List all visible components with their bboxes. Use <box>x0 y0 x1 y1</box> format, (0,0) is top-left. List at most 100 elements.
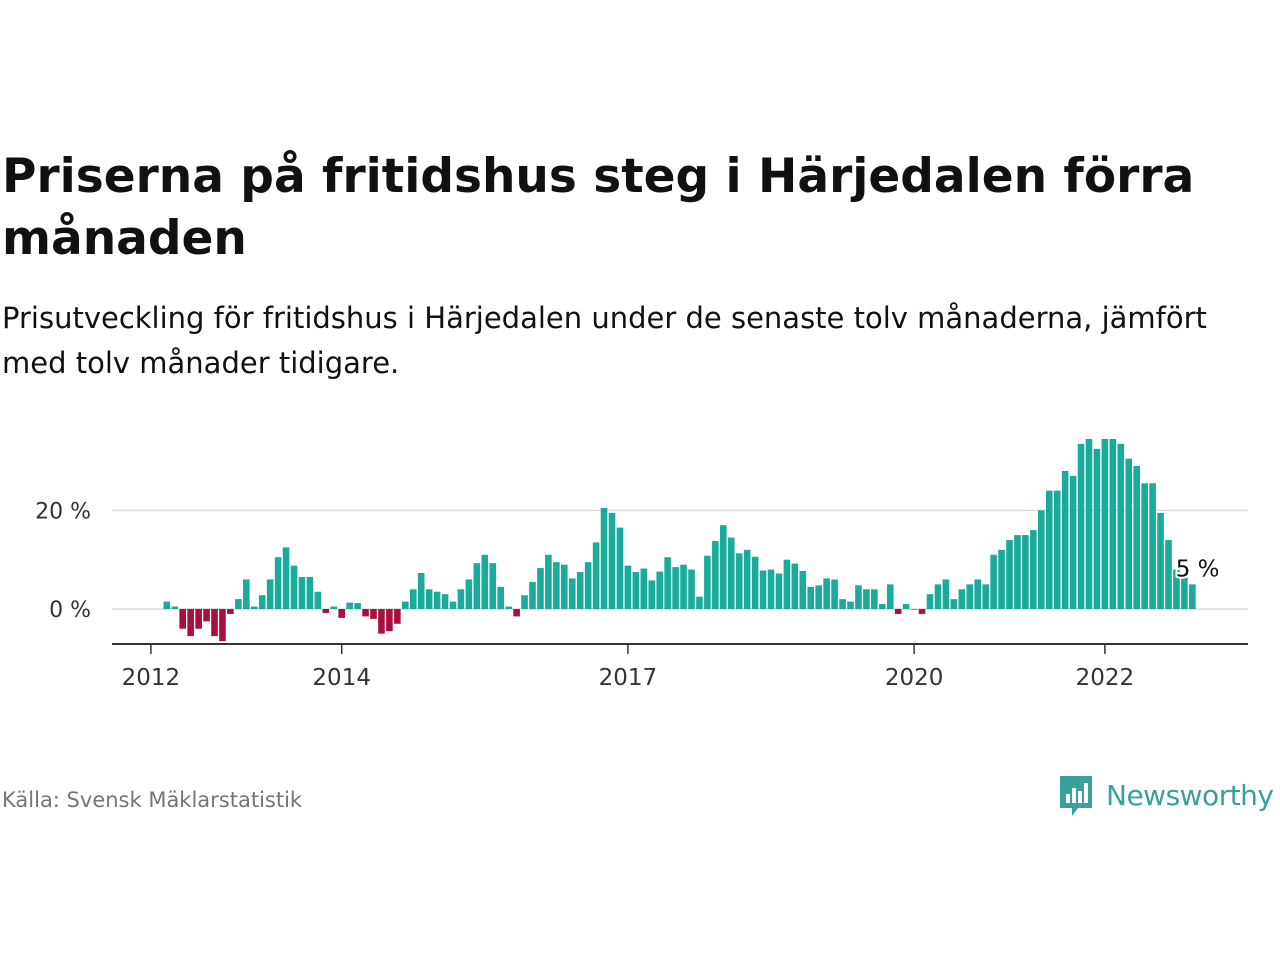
bar <box>910 609 918 610</box>
bar <box>632 572 640 609</box>
bar <box>799 571 807 609</box>
bar <box>561 564 568 609</box>
bar <box>250 606 258 609</box>
bar <box>902 604 910 609</box>
bar <box>1165 539 1172 609</box>
bar <box>497 586 504 609</box>
bar <box>545 554 552 609</box>
bar <box>243 579 250 609</box>
bar <box>696 596 703 609</box>
newsworthy-logo-icon <box>1060 776 1092 816</box>
bar <box>1109 438 1117 609</box>
bar <box>346 602 353 609</box>
bar <box>680 564 687 609</box>
bar <box>783 559 791 609</box>
brand-name: Newsworthy <box>1106 778 1274 812</box>
bar <box>672 567 679 609</box>
bar <box>274 557 282 609</box>
bar <box>616 527 624 609</box>
bar <box>584 562 592 609</box>
bar <box>1157 512 1164 609</box>
bar <box>886 584 894 609</box>
bar <box>815 585 822 609</box>
bar <box>227 609 234 614</box>
bar <box>1173 569 1180 609</box>
bar <box>402 601 409 609</box>
x-tick-label: 2017 <box>599 665 658 691</box>
bar <box>1069 475 1077 609</box>
bar <box>1077 443 1085 609</box>
bar <box>688 569 695 609</box>
newsworthy-brand[interactable]: Newsworthy <box>1058 772 1274 818</box>
bar <box>974 579 981 609</box>
bar <box>1022 535 1029 609</box>
bar <box>330 606 338 609</box>
bar <box>1085 438 1093 609</box>
bar <box>568 578 576 609</box>
y-tick-label: 20 % <box>35 499 91 524</box>
bar <box>720 525 727 609</box>
bar <box>966 584 974 609</box>
bar <box>489 563 497 609</box>
bar <box>1181 576 1188 609</box>
bar <box>282 547 290 609</box>
bar <box>918 609 926 614</box>
bar <box>648 580 656 609</box>
bar <box>735 553 743 609</box>
bar <box>1125 458 1133 609</box>
bar <box>529 581 536 609</box>
bar <box>950 599 958 609</box>
chart-subtitle: Prisutveckling för fritidshus i Härjedal… <box>2 301 1207 380</box>
bar <box>417 573 425 609</box>
bar <box>441 594 449 609</box>
bar <box>1133 466 1140 609</box>
bar <box>163 601 171 609</box>
bar <box>759 570 767 609</box>
bar <box>386 609 393 632</box>
bar <box>926 594 934 609</box>
y-tick-label: 0 % <box>49 598 91 623</box>
bar <box>314 591 322 609</box>
bar <box>871 589 878 609</box>
chart-title: Priserna på fritidshus steg i Härjedalen… <box>2 149 1195 266</box>
bar <box>258 595 266 609</box>
bar <box>791 563 799 609</box>
bar <box>211 609 218 637</box>
bar <box>576 572 584 609</box>
bar <box>354 603 361 609</box>
bar <box>982 584 989 609</box>
bar <box>290 565 298 609</box>
bar <box>656 571 663 609</box>
bar <box>433 591 441 609</box>
bar <box>1014 535 1021 609</box>
bar <box>1006 539 1013 609</box>
bar <box>608 512 616 609</box>
bar <box>1038 510 1045 609</box>
bar <box>712 540 719 609</box>
bar <box>449 601 457 609</box>
bar <box>600 507 608 609</box>
bar-chart: 0 % 20 % 2012 2014 2017 2020 2022 5 % <box>35 438 1248 691</box>
bar <box>1030 530 1037 609</box>
bar <box>592 542 600 609</box>
bar <box>362 609 369 617</box>
bar <box>505 606 512 609</box>
bar <box>807 586 815 609</box>
bar <box>465 579 473 609</box>
bar <box>1093 448 1101 609</box>
bar <box>934 584 942 609</box>
bar <box>1045 490 1053 609</box>
bar <box>855 585 862 609</box>
bar <box>521 595 528 609</box>
x-tick-label: 2012 <box>122 665 181 691</box>
bar <box>235 599 242 609</box>
bar <box>409 589 417 609</box>
bar <box>823 578 830 609</box>
bar <box>513 609 520 617</box>
bar <box>553 562 560 609</box>
bar <box>338 609 345 618</box>
bar <box>704 555 711 609</box>
bar <box>306 576 314 609</box>
bar <box>664 557 671 609</box>
bar <box>775 573 783 609</box>
